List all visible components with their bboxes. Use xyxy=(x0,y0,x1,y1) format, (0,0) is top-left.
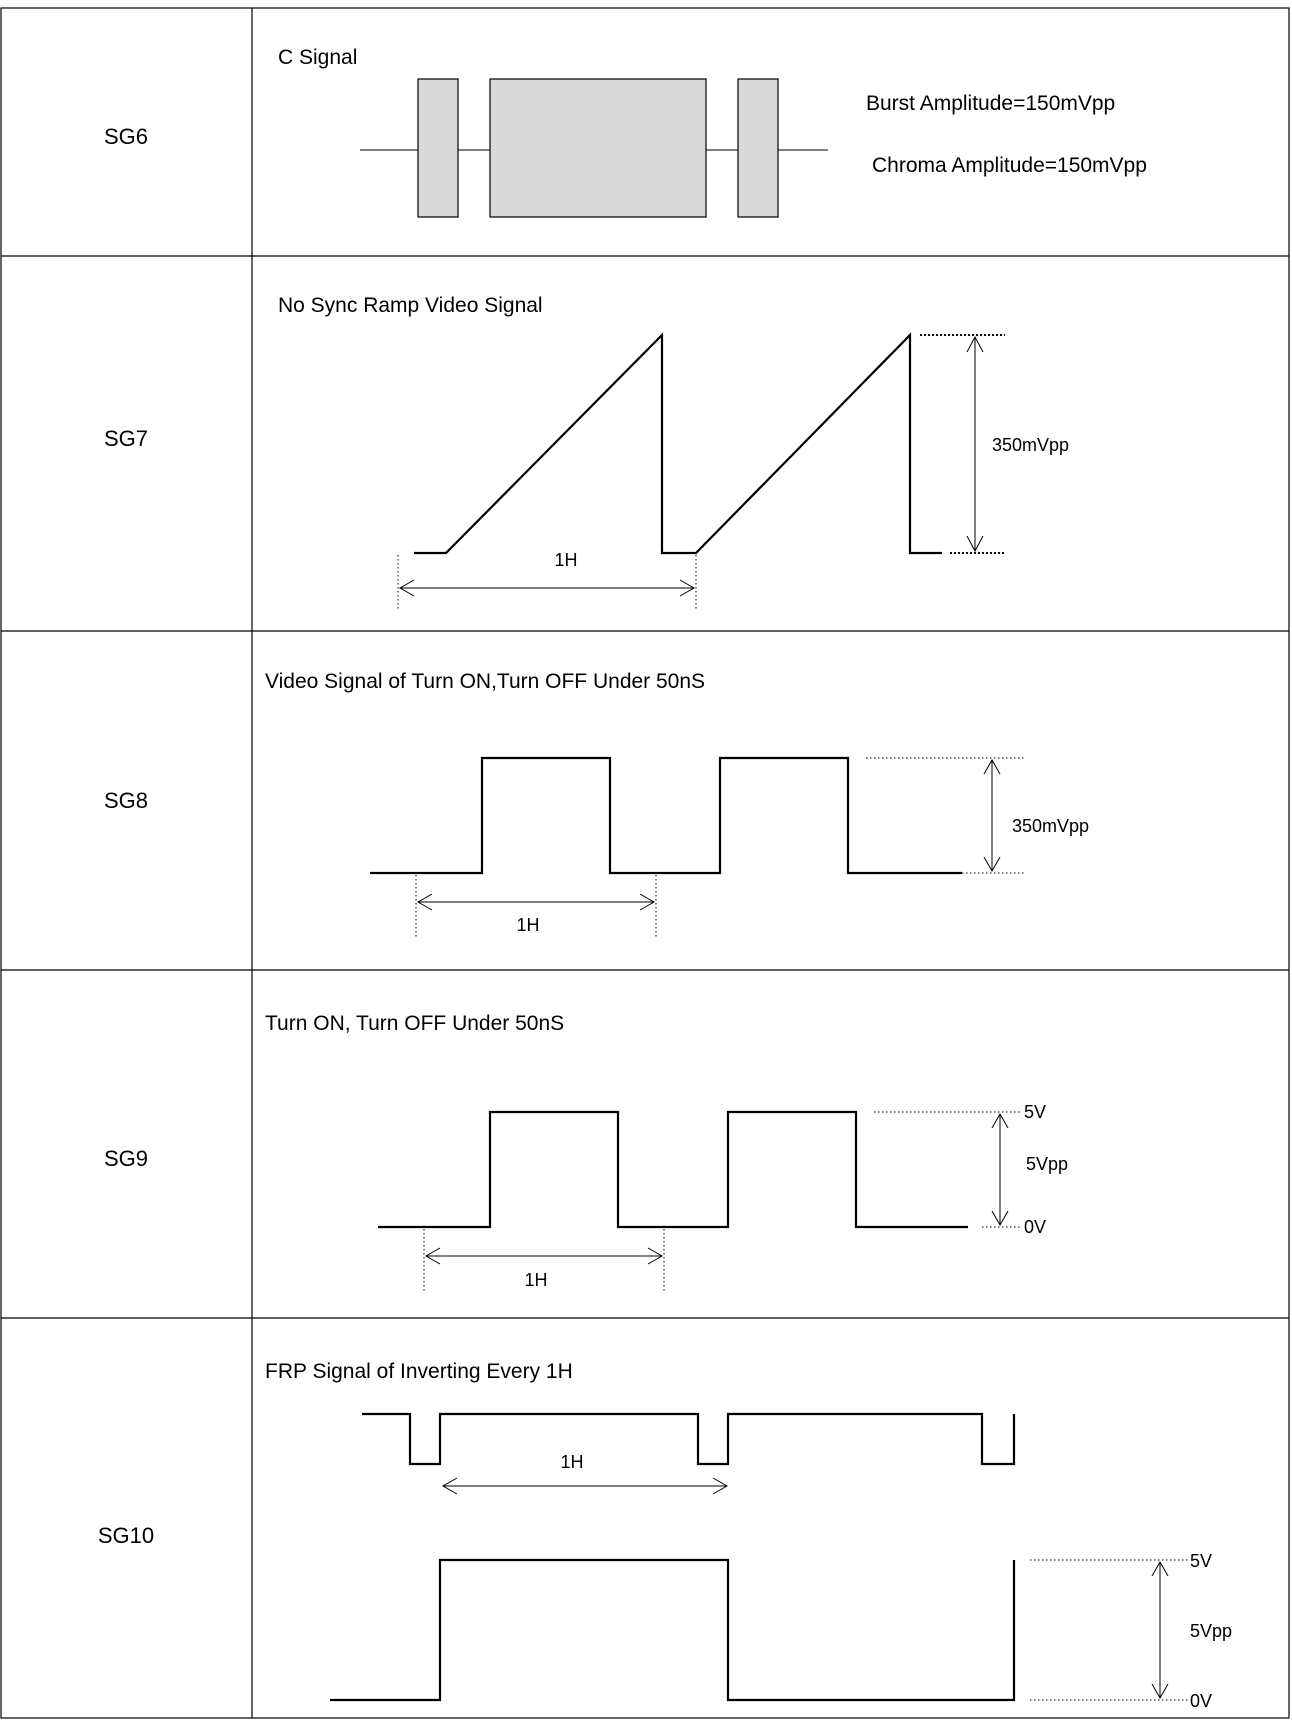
c-signal-waveform xyxy=(360,78,828,218)
burst-amplitude-note: Burst Amplitude=150mVpp xyxy=(866,92,1115,115)
amplitude-label: 5Vpp xyxy=(1190,1621,1232,1641)
pulse-waveform xyxy=(370,756,962,875)
ramp-waveform xyxy=(414,332,942,555)
row-id: SG8 xyxy=(104,788,148,813)
burst-packet xyxy=(737,78,779,218)
row-title: C Signal xyxy=(278,46,357,69)
amplitude-label: 5Vpp xyxy=(1026,1154,1068,1174)
row-id: SG9 xyxy=(104,1146,148,1171)
row-title: No Sync Ramp Video Signal xyxy=(278,294,543,317)
amplitude-marker xyxy=(866,757,1025,874)
period-label: 1H xyxy=(554,550,577,570)
period-label: 1H xyxy=(524,1270,547,1290)
row-id: SG6 xyxy=(104,124,148,149)
chroma-amplitude-note: Chroma Amplitude=150mVpp xyxy=(872,154,1147,177)
amplitude-marker xyxy=(874,1111,1022,1228)
amplitude-marker xyxy=(920,334,1005,554)
low-level-label: 0V xyxy=(1190,1691,1212,1711)
period-label: 1H xyxy=(560,1452,583,1472)
period-marker xyxy=(441,1477,729,1495)
high-level-label: 5V xyxy=(1024,1102,1046,1122)
amplitude-marker xyxy=(1030,1559,1188,1701)
frp-output-waveform xyxy=(330,1558,1016,1702)
period-marker xyxy=(415,875,657,938)
row-title: Turn ON, Turn OFF Under 50nS xyxy=(265,1012,564,1035)
table-grid xyxy=(0,7,1290,1719)
amplitude-label: 350mVpp xyxy=(992,435,1069,455)
period-marker xyxy=(423,1229,665,1292)
row-sg9: SG9 Turn ON, Turn OFF Under 50nS 5V 5Vpp… xyxy=(104,1012,1068,1292)
period-marker xyxy=(397,555,697,610)
row-sg10: SG10 FRP Signal of Inverting Every 1H 1H… xyxy=(98,1360,1232,1711)
burst-packet xyxy=(417,78,459,218)
frp-reference-waveform xyxy=(362,1412,1016,1466)
chroma-packet xyxy=(489,78,707,218)
pulse-waveform xyxy=(378,1110,968,1229)
row-title: FRP Signal of Inverting Every 1H xyxy=(265,1360,573,1383)
high-level-label: 5V xyxy=(1190,1551,1212,1571)
row-id: SG7 xyxy=(104,426,148,451)
row-sg8: SG8 Video Signal of Turn ON,Turn OFF Und… xyxy=(104,670,1089,938)
row-id: SG10 xyxy=(98,1523,154,1548)
amplitude-label: 350mVpp xyxy=(1012,816,1089,836)
period-label: 1H xyxy=(516,915,539,935)
row-title: Video Signal of Turn ON,Turn OFF Under 5… xyxy=(265,670,705,693)
row-sg7: SG7 No Sync Ramp Video Signal 350mVpp 1H xyxy=(104,294,1069,610)
row-sg6: SG6 C Signal Burst Amplitude=150mVpp Chr… xyxy=(104,46,1147,218)
low-level-label: 0V xyxy=(1024,1217,1046,1237)
